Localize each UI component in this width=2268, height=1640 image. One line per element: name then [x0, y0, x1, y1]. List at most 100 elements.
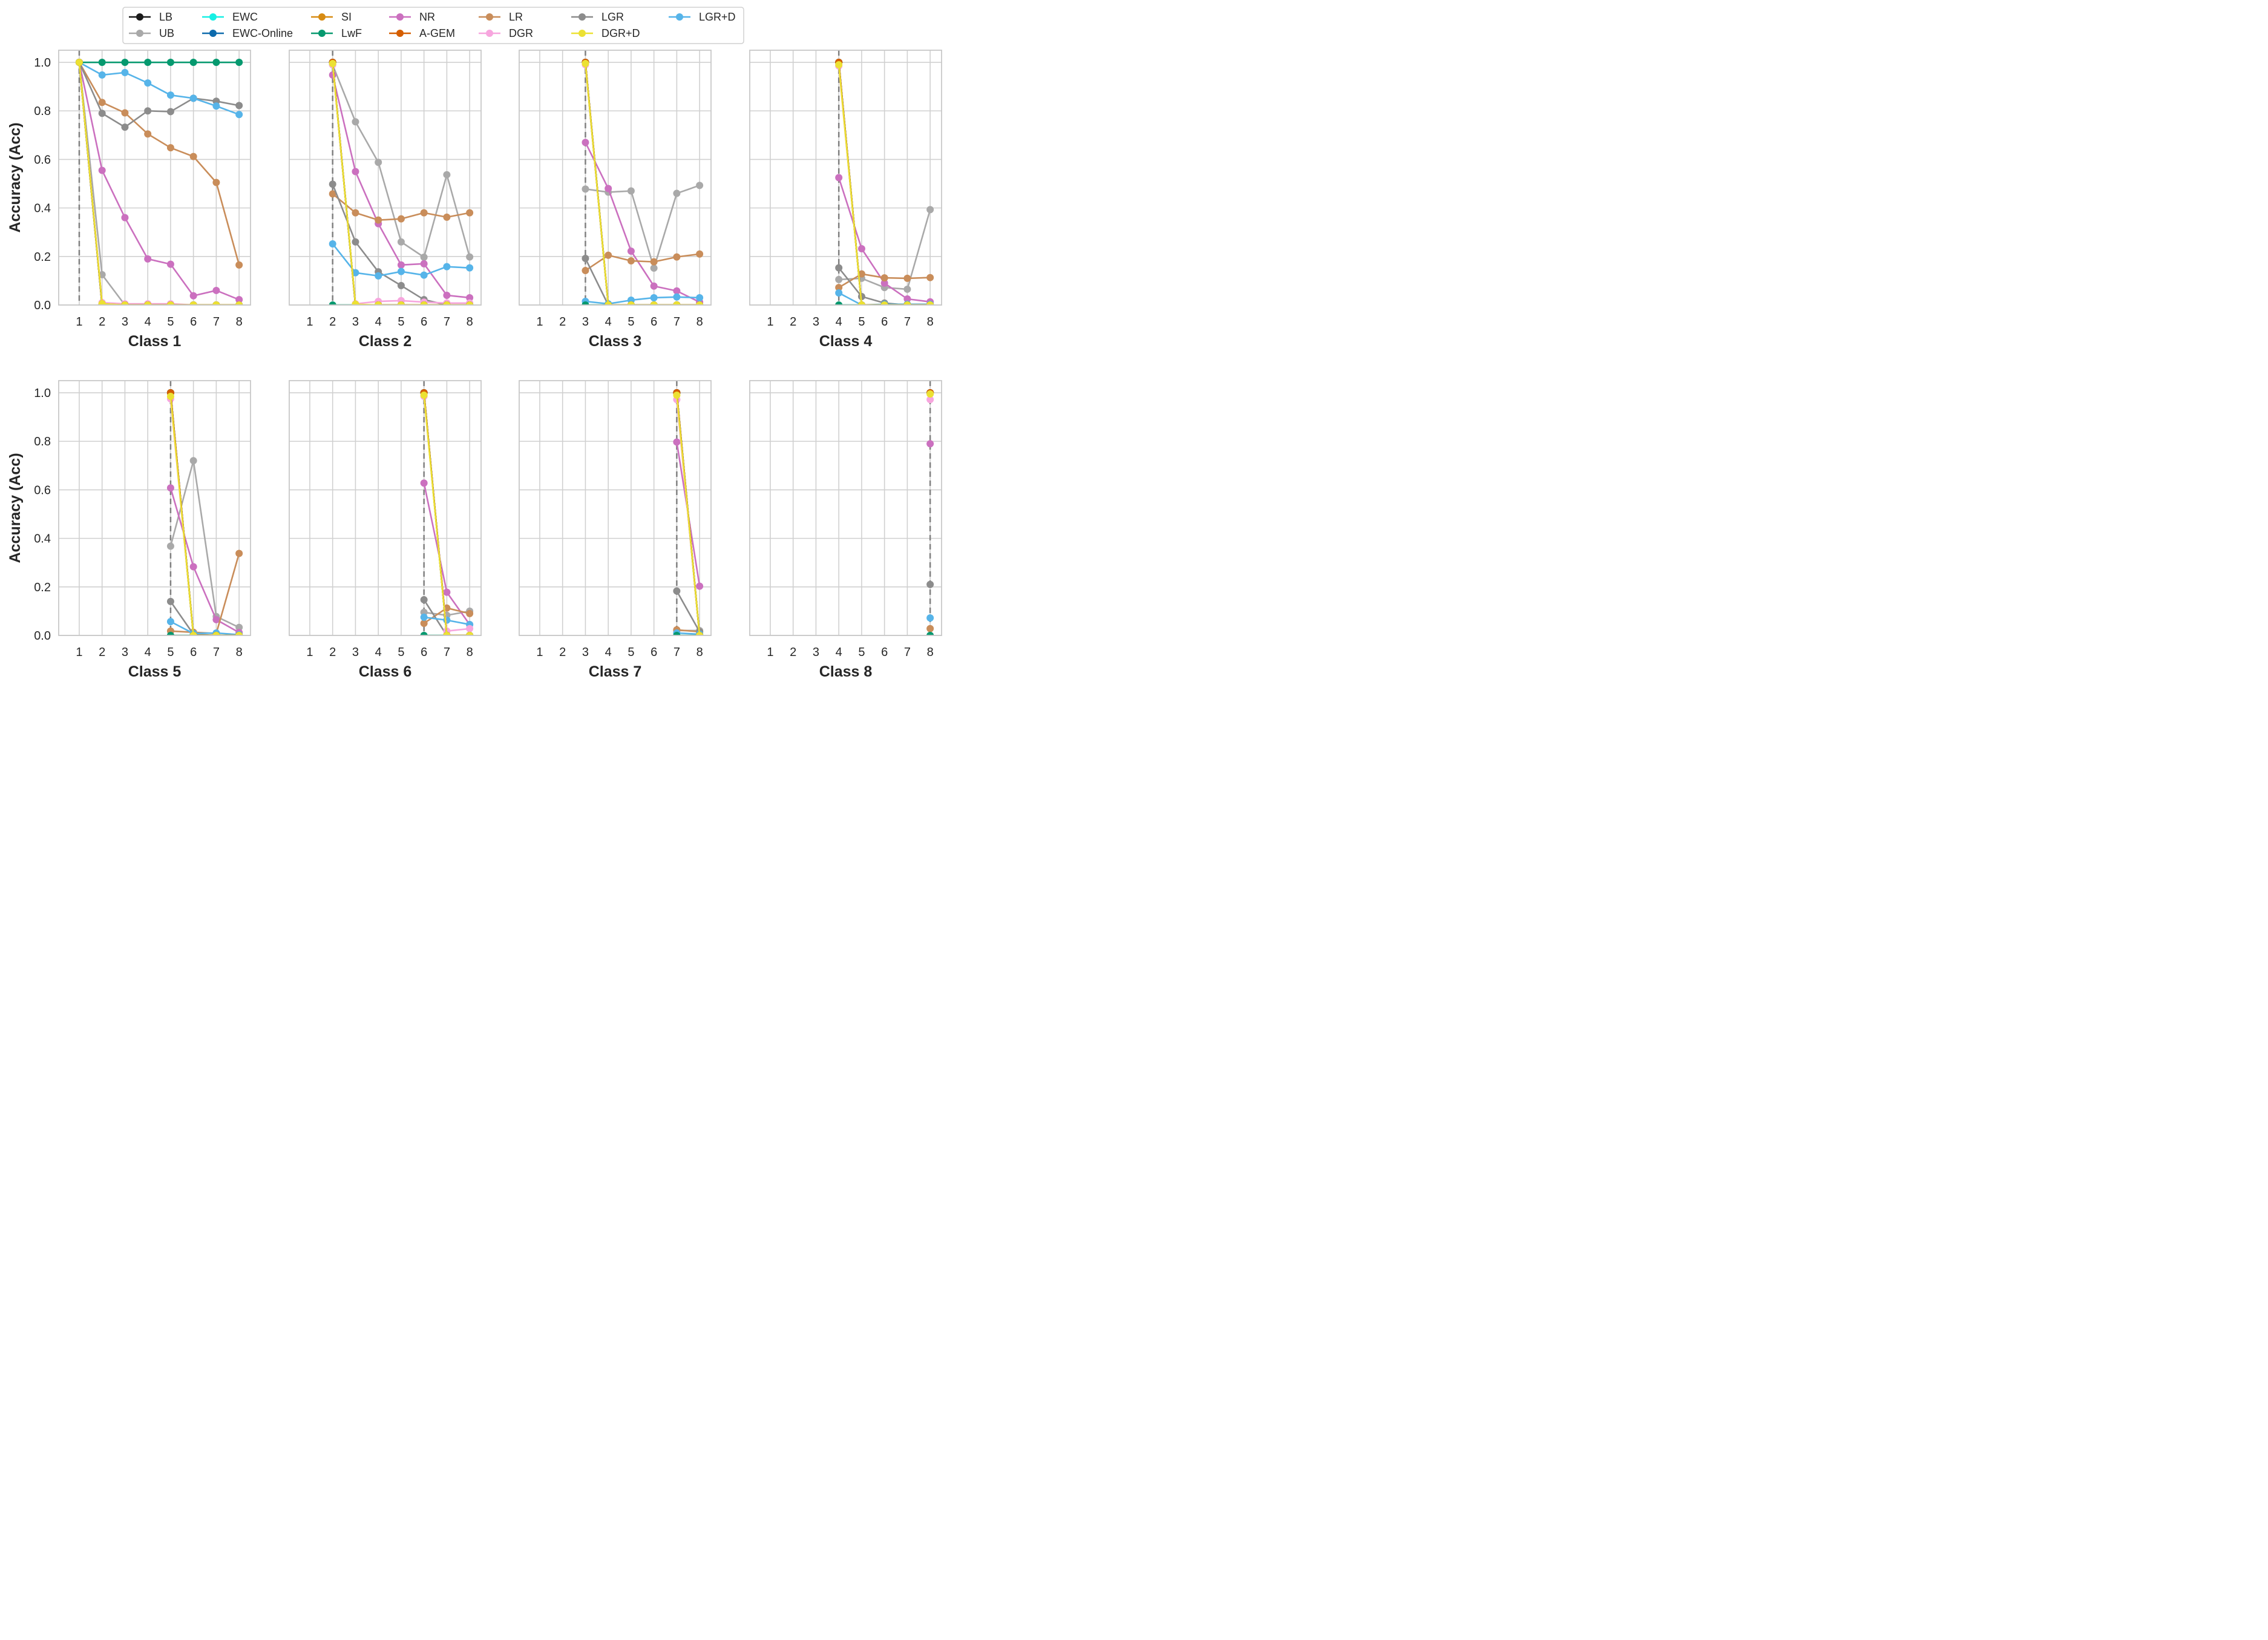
x-tick-label: 1 — [306, 646, 313, 659]
data-point-lgr — [235, 102, 243, 110]
legend-swatch-marker — [318, 30, 326, 37]
data-point-lgr-d — [189, 94, 197, 102]
legend-label: LB — [159, 11, 172, 23]
data-point-ub — [235, 623, 243, 631]
data-point-lgr-d — [212, 102, 220, 110]
series-group — [582, 50, 704, 305]
legend-entry-ewc: EWC — [202, 11, 258, 23]
data-point-nr — [880, 279, 888, 287]
data-point-lgr-d — [166, 91, 174, 99]
x-tick-label: 8 — [467, 315, 473, 329]
x-tick-label: 1 — [767, 646, 773, 659]
data-point-nr — [650, 282, 658, 290]
x-tick-label: 2 — [99, 315, 105, 329]
data-point-lr — [696, 250, 704, 258]
data-point-dgr — [926, 396, 934, 404]
data-point-lwf — [121, 59, 129, 67]
y-tick-label: 0.0 — [34, 299, 51, 312]
data-point-lr — [189, 153, 197, 160]
x-tick-label: 8 — [236, 646, 243, 659]
data-point-ub — [835, 275, 843, 283]
data-point-lgr-d — [375, 272, 382, 280]
x-tick-label: 8 — [467, 646, 473, 659]
subplots: 1 2 3 4 5 6 7 8 0.0 0.2 0.4 0.6 0.8 1.0 Accuracy (Acc)… — [7, 50, 942, 680]
data-point-ub — [466, 253, 474, 261]
data-point-ub — [926, 206, 934, 214]
data-point-nr — [857, 244, 865, 252]
data-point-lwf — [144, 59, 152, 67]
data-point-dgr-d — [696, 301, 704, 305]
series-line-ub — [585, 185, 700, 269]
x-tick-label: 7 — [904, 315, 911, 329]
x-axis-label: Class 2 — [359, 333, 412, 350]
figure-background — [0, 0, 947, 684]
x-tick-label: 6 — [421, 315, 427, 329]
legend-label: EWC-Online — [232, 27, 293, 39]
x-tick-label: 3 — [582, 646, 589, 659]
axes-frame — [58, 380, 251, 636]
data-point-lr — [673, 253, 681, 261]
x-tick-label: 8 — [927, 646, 934, 659]
axes-frame — [749, 380, 942, 636]
series-line-ub — [78, 62, 240, 305]
data-point-lwf — [98, 59, 106, 67]
y-axis-label: Accuracy (Acc) — [7, 122, 24, 232]
data-point-lr — [857, 270, 865, 278]
data-point-dgr-d — [443, 632, 451, 635]
data-point-dgr-d — [98, 300, 106, 305]
data-point-lgr — [397, 281, 405, 289]
subplot-class-3: 1 2 3 4 5 6 7 8 Class 3 — [519, 50, 712, 350]
series-line-nr — [169, 487, 240, 634]
data-point-dgr-d — [926, 301, 934, 305]
series-line-ub — [169, 460, 240, 628]
data-point-dgr-d — [696, 632, 704, 635]
legend-label: LGR+D — [699, 11, 736, 23]
y-tick-label: 0.6 — [34, 153, 51, 166]
x-tick-label: 7 — [213, 646, 220, 659]
data-point-ub — [352, 118, 359, 126]
axes-frame — [58, 50, 251, 306]
data-point-lr — [835, 284, 843, 292]
data-point-lr — [212, 179, 220, 186]
data-point-lgr-d — [329, 240, 336, 248]
data-point-lgr — [926, 580, 934, 588]
data-point-dgr-d — [605, 301, 612, 305]
data-point-lwf — [212, 59, 220, 67]
x-tick-label: 3 — [122, 315, 128, 329]
legend-entry-si: SI — [311, 11, 352, 23]
legend-entry-ewc-online: EWC-Online — [202, 27, 293, 39]
x-axis-label: Class 4 — [819, 333, 873, 350]
data-point-dgr-d — [673, 301, 681, 305]
data-point-nr — [144, 255, 152, 263]
x-tick-label: 2 — [329, 315, 336, 329]
data-point-ub — [166, 542, 174, 550]
legend-swatch-marker — [396, 30, 404, 37]
series-line-lgr — [78, 62, 240, 128]
data-point-lwf — [166, 632, 174, 635]
data-point-lgr-d — [466, 264, 474, 272]
data-point-nr — [352, 168, 359, 175]
data-point-lr — [420, 209, 428, 217]
x-tick-label: 7 — [444, 315, 450, 329]
x-tick-label: 4 — [145, 646, 151, 659]
data-point-lr — [605, 251, 612, 259]
data-point-dgr-d — [235, 301, 243, 305]
data-point-nr — [189, 292, 197, 300]
x-tick-label: 4 — [836, 646, 842, 659]
data-point-lr — [650, 258, 658, 266]
data-point-dgr-d — [121, 301, 129, 305]
series-line-dgr-d — [585, 63, 700, 305]
x-tick-label: 3 — [352, 315, 359, 329]
data-point-nr — [466, 294, 474, 301]
data-point-lr — [235, 261, 243, 269]
legend-entry-lgr-d: LGR+D — [669, 11, 736, 23]
legend-swatch-marker — [676, 13, 683, 21]
x-tick-label: 7 — [674, 315, 680, 329]
x-tick-label: 5 — [858, 646, 865, 659]
data-point-lr — [98, 99, 106, 107]
data-point-nr — [98, 166, 106, 174]
data-point-lr — [397, 215, 405, 223]
series-group — [166, 381, 243, 635]
data-point-dgr-d — [397, 301, 405, 305]
y-tick-label: 0.4 — [34, 202, 51, 215]
